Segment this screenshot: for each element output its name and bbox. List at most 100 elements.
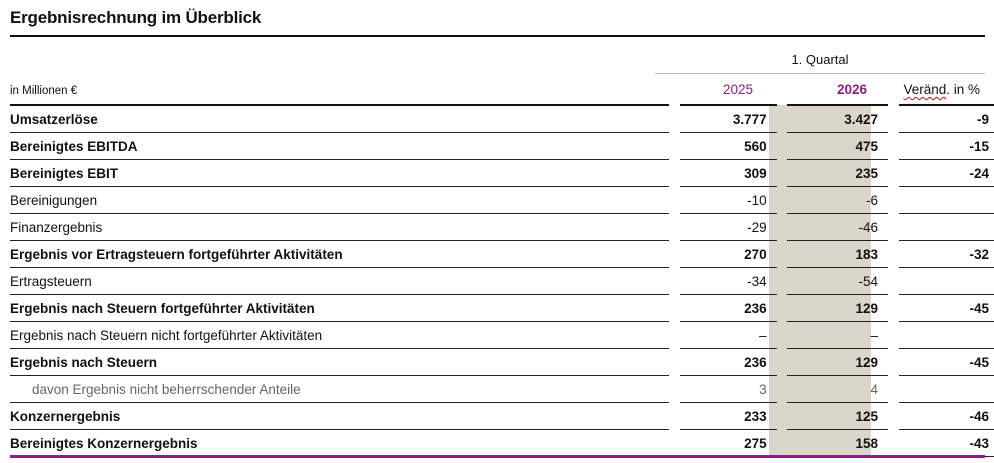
row-label: Konzernergebnis bbox=[10, 402, 670, 430]
column-gap bbox=[888, 268, 899, 295]
row-label: Ergebnis nach Steuern fortgeführter Akti… bbox=[10, 294, 670, 322]
change-percent bbox=[898, 213, 994, 241]
column-gap bbox=[777, 322, 788, 349]
column-gap bbox=[669, 295, 680, 322]
period-label: 1. Quartal bbox=[791, 52, 849, 67]
column-gap bbox=[777, 133, 788, 160]
column-gap bbox=[777, 349, 788, 376]
column-header-change: Veränd. in % bbox=[883, 82, 980, 97]
column-gap bbox=[888, 376, 899, 403]
value-2025: 270 bbox=[679, 240, 777, 268]
column-gap bbox=[669, 241, 680, 268]
period-divider bbox=[655, 73, 985, 74]
change-percent: -32 bbox=[898, 240, 994, 268]
change-percent: -45 bbox=[898, 294, 994, 322]
value-2026: 129 bbox=[787, 294, 888, 322]
row-label: Bereinigungen bbox=[10, 186, 670, 214]
column-gap bbox=[777, 105, 788, 133]
row-label: Ergebnis nach Steuern bbox=[10, 348, 670, 376]
column-gap bbox=[669, 105, 680, 133]
row-label: Umsatzerlöse bbox=[10, 104, 670, 133]
column-gap bbox=[888, 133, 899, 160]
column-gap bbox=[777, 268, 788, 295]
row-label: davon Ergebnis nicht beherrschender Ante… bbox=[10, 375, 670, 403]
column-gap bbox=[669, 403, 680, 430]
row-label: Bereinigtes Konzernergebnis bbox=[10, 429, 670, 457]
column-gap bbox=[669, 322, 680, 349]
column-gap bbox=[888, 295, 899, 322]
value-2026: 183 bbox=[787, 240, 888, 268]
table-bottom-rule bbox=[10, 455, 985, 458]
unit-label: in Millionen € bbox=[10, 85, 78, 97]
value-2026: 158 bbox=[787, 429, 888, 457]
column-gap bbox=[888, 403, 899, 430]
column-gap bbox=[888, 322, 899, 349]
column-gap bbox=[777, 295, 788, 322]
value-2026: 475 bbox=[787, 132, 888, 160]
value-2025: 233 bbox=[679, 402, 777, 430]
column-gap bbox=[777, 430, 788, 457]
change-percent: -46 bbox=[898, 402, 994, 430]
table-row: Bereinigtes EBITDA 560 475 -15 bbox=[10, 132, 994, 160]
value-2025: 236 bbox=[679, 294, 777, 322]
table-row: Bereinigtes Konzernergebnis 275 158 -43 bbox=[10, 429, 994, 457]
title-divider bbox=[10, 35, 985, 37]
column-gap bbox=[669, 160, 680, 187]
column-gap bbox=[669, 376, 680, 403]
value-2025: -34 bbox=[679, 267, 777, 295]
change-percent: -24 bbox=[898, 159, 994, 187]
value-2025: -29 bbox=[679, 213, 777, 241]
table-row: Ergebnis nach Steuern 236 129 -45 bbox=[10, 348, 994, 376]
page-title: Ergebnisrechnung im Überblick bbox=[10, 8, 262, 27]
change-header-suffix: . in % bbox=[946, 82, 980, 97]
change-percent: -43 bbox=[898, 429, 994, 457]
value-2026: 235 bbox=[787, 159, 888, 187]
column-gap bbox=[777, 241, 788, 268]
column-gap bbox=[777, 376, 788, 403]
column-gap bbox=[888, 105, 899, 133]
table-row: Ertragsteuern -34 -54 bbox=[10, 267, 994, 295]
column-gap bbox=[888, 187, 899, 214]
column-gap bbox=[777, 187, 788, 214]
value-2025: 275 bbox=[679, 429, 777, 457]
value-2025: 309 bbox=[679, 159, 777, 187]
value-2026: -6 bbox=[787, 186, 888, 214]
column-gap bbox=[888, 241, 899, 268]
change-percent bbox=[898, 321, 994, 349]
change-percent: -45 bbox=[898, 348, 994, 376]
column-gap bbox=[888, 430, 899, 457]
value-2025: 3 bbox=[679, 375, 777, 403]
row-label: Finanzergebnis bbox=[10, 213, 670, 241]
row-label: Bereinigtes EBIT bbox=[10, 159, 670, 187]
column-gap bbox=[669, 187, 680, 214]
column-gap bbox=[888, 214, 899, 241]
column-gap bbox=[888, 160, 899, 187]
change-percent: -9 bbox=[898, 104, 994, 133]
value-2025: 236 bbox=[679, 348, 777, 376]
row-label: Ergebnis vor Ertragsteuern fortgeführter… bbox=[10, 240, 670, 268]
value-2026: 125 bbox=[787, 402, 888, 430]
value-2026: – bbox=[787, 321, 888, 349]
change-percent bbox=[898, 375, 994, 403]
row-label: Ertragsteuern bbox=[10, 267, 670, 295]
column-header-2026: 2026 bbox=[836, 82, 867, 97]
column-gap bbox=[777, 214, 788, 241]
column-gap bbox=[669, 430, 680, 457]
table-row: Bereinigungen -10 -6 bbox=[10, 186, 994, 214]
column-gap bbox=[777, 403, 788, 430]
column-gap bbox=[777, 160, 788, 187]
value-2025: – bbox=[679, 321, 777, 349]
column-gap bbox=[669, 214, 680, 241]
value-2026: 3.427 bbox=[787, 104, 888, 133]
column-gap bbox=[669, 133, 680, 160]
column-header-2025: 2025 bbox=[722, 82, 753, 97]
table-row: Bereinigtes EBIT 309 235 -24 bbox=[10, 159, 994, 187]
value-2026: -46 bbox=[787, 213, 888, 241]
table-row: Umsatzerlöse 3.777 3.427 -9 bbox=[10, 104, 994, 133]
change-percent bbox=[898, 267, 994, 295]
column-gap bbox=[888, 349, 899, 376]
value-2025: 3.777 bbox=[679, 104, 777, 133]
change-percent: -15 bbox=[898, 132, 994, 160]
change-percent bbox=[898, 186, 994, 214]
row-label: Ergebnis nach Steuern nicht fortgeführte… bbox=[10, 321, 670, 349]
